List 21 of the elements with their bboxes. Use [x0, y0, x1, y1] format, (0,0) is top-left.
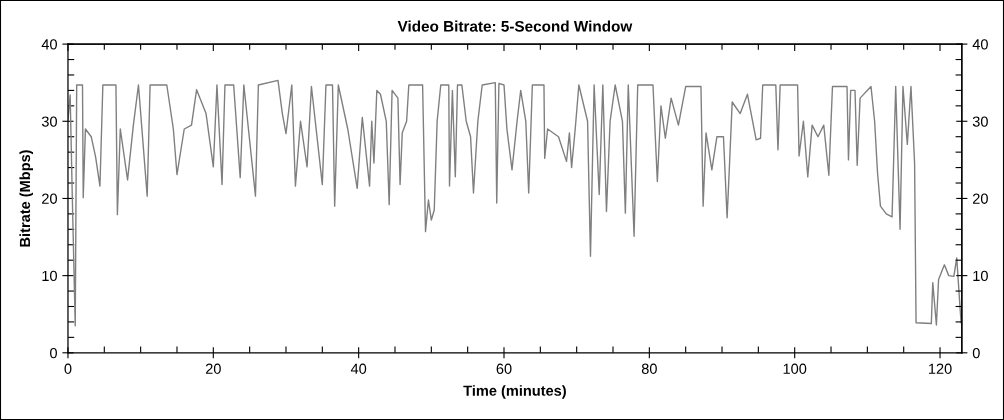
- x-tick-label: 80: [641, 363, 657, 374]
- y2-tick-label: 0: [972, 347, 980, 359]
- x-tick-label: 60: [496, 363, 512, 374]
- y-tick-label: 30: [41, 116, 57, 127]
- x-tick-label: 100: [783, 363, 807, 374]
- y-tick-label: 20: [42, 193, 57, 204]
- x-tick-label: 120: [928, 363, 952, 374]
- y2-tick-label: 30: [972, 116, 988, 127]
- y-tick-label: 0: [50, 347, 57, 359]
- line-series: [67, 79, 962, 327]
- y-tick-label: 40: [41, 39, 57, 50]
- y-tick-label: 10: [42, 270, 57, 282]
- y2-tick-label: 20: [972, 193, 988, 204]
- x-tick-label: 20: [205, 363, 221, 374]
- y2-tick-label: 40: [972, 39, 988, 50]
- y-axis-title: Bitrate (Mbps): [19, 150, 33, 247]
- x-tick-label: 0: [64, 363, 72, 374]
- x-tick-label: 40: [350, 363, 367, 374]
- chart-title: Video Bitrate: 5-Second Window: [397, 20, 633, 32]
- y2-tick-label: 10: [973, 270, 988, 282]
- x-axis-title: Time (minutes): [463, 385, 566, 399]
